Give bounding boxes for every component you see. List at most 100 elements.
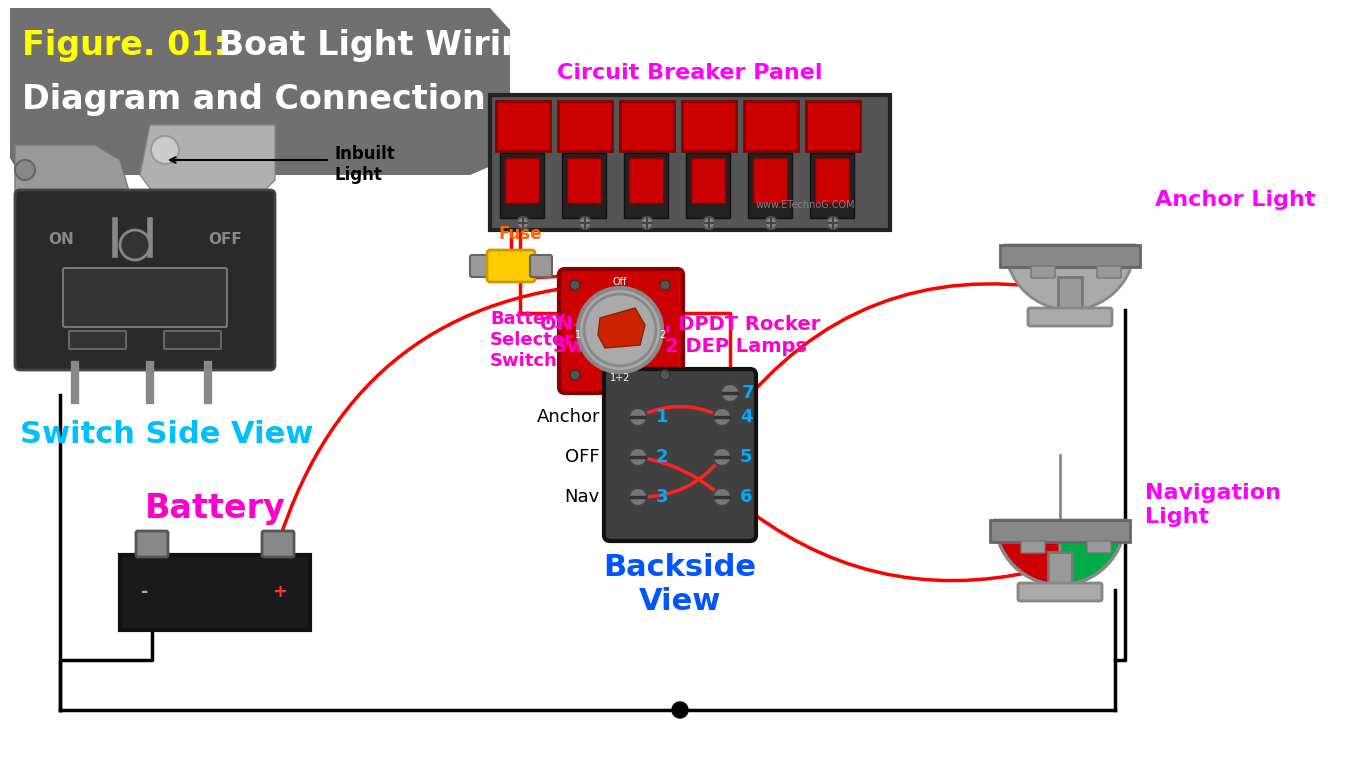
- FancyBboxPatch shape: [262, 531, 294, 557]
- Wedge shape: [994, 520, 1060, 585]
- FancyBboxPatch shape: [505, 158, 540, 203]
- Circle shape: [713, 448, 731, 466]
- FancyBboxPatch shape: [620, 101, 673, 151]
- Circle shape: [713, 408, 731, 426]
- FancyBboxPatch shape: [63, 268, 227, 327]
- Text: Off: Off: [613, 277, 627, 287]
- Circle shape: [120, 230, 150, 260]
- FancyBboxPatch shape: [990, 520, 1130, 542]
- Text: 5: 5: [740, 448, 753, 466]
- Circle shape: [628, 488, 647, 506]
- FancyBboxPatch shape: [15, 190, 275, 370]
- FancyBboxPatch shape: [691, 158, 725, 203]
- Text: ON: ON: [48, 233, 74, 247]
- FancyBboxPatch shape: [686, 153, 729, 218]
- Text: OFF: OFF: [208, 233, 242, 247]
- FancyBboxPatch shape: [1018, 583, 1102, 601]
- FancyBboxPatch shape: [559, 269, 683, 393]
- Text: 1: 1: [575, 330, 581, 340]
- FancyBboxPatch shape: [500, 153, 544, 218]
- Text: www.ETechnoG.COM: www.ETechnoG.COM: [755, 200, 855, 210]
- Text: ON-OFF-ON, DPDT Rocker
Switch w/ 2 DEP Lamps: ON-OFF-ON, DPDT Rocker Switch w/ 2 DEP L…: [540, 315, 820, 356]
- FancyBboxPatch shape: [490, 95, 891, 230]
- FancyBboxPatch shape: [810, 153, 854, 218]
- FancyBboxPatch shape: [1020, 541, 1045, 553]
- FancyBboxPatch shape: [1059, 277, 1082, 312]
- Circle shape: [516, 217, 529, 229]
- Text: OFF: OFF: [566, 448, 600, 466]
- FancyBboxPatch shape: [604, 369, 755, 541]
- Text: 6: 6: [740, 488, 753, 506]
- Polygon shape: [15, 145, 130, 195]
- Wedge shape: [152, 136, 179, 164]
- FancyBboxPatch shape: [1087, 541, 1111, 553]
- Polygon shape: [139, 125, 275, 195]
- Circle shape: [660, 280, 669, 290]
- Circle shape: [703, 217, 714, 229]
- Text: 1: 1: [656, 408, 668, 426]
- Circle shape: [570, 370, 581, 380]
- Circle shape: [672, 702, 688, 718]
- FancyBboxPatch shape: [70, 331, 126, 349]
- FancyBboxPatch shape: [624, 153, 668, 218]
- FancyBboxPatch shape: [816, 158, 850, 203]
- FancyBboxPatch shape: [496, 101, 550, 151]
- FancyBboxPatch shape: [530, 255, 552, 277]
- Circle shape: [826, 217, 839, 229]
- Polygon shape: [598, 308, 645, 348]
- FancyArrowPatch shape: [279, 283, 617, 541]
- FancyBboxPatch shape: [1048, 552, 1072, 587]
- Text: 1+2: 1+2: [609, 373, 630, 383]
- Circle shape: [660, 370, 669, 380]
- Text: Fuse: Fuse: [499, 225, 542, 243]
- FancyBboxPatch shape: [561, 153, 607, 218]
- Text: Boat Light Wiring: Boat Light Wiring: [208, 28, 549, 61]
- Circle shape: [570, 280, 581, 290]
- Wedge shape: [1005, 245, 1135, 310]
- Text: +: +: [272, 583, 287, 601]
- Text: 2: 2: [658, 330, 665, 340]
- Text: Battery
Selector
Switch: Battery Selector Switch: [490, 310, 574, 369]
- Text: Anchor: Anchor: [537, 408, 600, 426]
- Text: -: -: [141, 583, 149, 601]
- Circle shape: [641, 217, 653, 229]
- FancyBboxPatch shape: [1029, 308, 1112, 326]
- Text: Battery: Battery: [145, 492, 285, 525]
- Text: Navigation
Light: Navigation Light: [1145, 483, 1281, 527]
- Circle shape: [713, 488, 731, 506]
- Text: Inbuilt
Light: Inbuilt Light: [335, 145, 396, 184]
- FancyBboxPatch shape: [682, 101, 736, 151]
- Text: Anchor Light: Anchor Light: [1156, 190, 1315, 210]
- FancyBboxPatch shape: [557, 101, 612, 151]
- FancyBboxPatch shape: [1097, 266, 1121, 278]
- FancyBboxPatch shape: [164, 331, 221, 349]
- FancyBboxPatch shape: [470, 255, 492, 277]
- FancyBboxPatch shape: [744, 101, 798, 151]
- Text: 3: 3: [656, 488, 668, 506]
- FancyBboxPatch shape: [753, 158, 787, 203]
- FancyBboxPatch shape: [137, 531, 168, 557]
- Circle shape: [579, 217, 591, 229]
- FancyBboxPatch shape: [628, 158, 663, 203]
- Text: Switch Side View: Switch Side View: [20, 420, 313, 449]
- Circle shape: [628, 408, 647, 426]
- Wedge shape: [1060, 520, 1126, 585]
- FancyBboxPatch shape: [120, 555, 310, 630]
- FancyBboxPatch shape: [567, 158, 601, 203]
- FancyBboxPatch shape: [488, 250, 535, 282]
- FancyBboxPatch shape: [1031, 266, 1055, 278]
- Text: Backside
View: Backside View: [604, 553, 757, 616]
- Circle shape: [628, 448, 647, 466]
- Text: Figure. 01:: Figure. 01:: [22, 28, 227, 61]
- Polygon shape: [10, 8, 510, 175]
- Text: 2: 2: [656, 448, 668, 466]
- FancyBboxPatch shape: [749, 153, 792, 218]
- FancyBboxPatch shape: [806, 101, 861, 151]
- Circle shape: [721, 384, 739, 402]
- Circle shape: [578, 288, 663, 372]
- Text: Nav: Nav: [564, 488, 600, 506]
- Text: 4: 4: [740, 408, 753, 426]
- Circle shape: [15, 160, 36, 180]
- Text: 7: 7: [742, 384, 754, 402]
- Text: Diagram and Connection: Diagram and Connection: [22, 84, 486, 117]
